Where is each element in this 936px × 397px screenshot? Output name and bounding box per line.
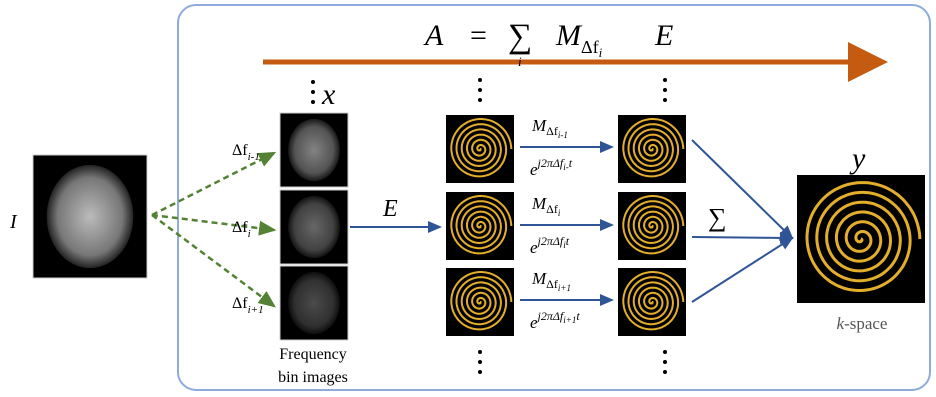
mri-brain — [288, 272, 340, 334]
ellipsis-dot — [478, 88, 482, 92]
sum-arrow — [692, 238, 792, 302]
ellipsis-dot — [478, 360, 482, 364]
text-part: M — [531, 194, 547, 213]
bin-label: Δfi — [232, 219, 251, 240]
ellipsis-dot — [663, 360, 667, 364]
operator-label: MΔfi+1 — [531, 269, 571, 293]
diagram: A = ∑ i MΔfi E I x E ∑ y Frequency bin i… — [0, 0, 936, 397]
text-part: i-1 — [558, 130, 568, 140]
ellipsis-dot — [478, 370, 482, 374]
ellipsis-dot — [663, 78, 667, 82]
sum-arrow — [692, 237, 792, 238]
phase-label: ej2πΔfi+1t — [530, 309, 580, 332]
operator-label: MΔfi — [531, 194, 561, 218]
bin-label: Δfi-1 — [232, 142, 260, 163]
text-part: Δf — [546, 202, 558, 216]
ellipsis-dot — [478, 78, 482, 82]
input-label: I — [9, 211, 18, 233]
encoding-label: E — [382, 196, 398, 222]
sum-arrow — [692, 140, 792, 238]
bins-caption: bin images — [278, 369, 348, 386]
text-part: M — [531, 269, 547, 288]
output-label: y — [849, 142, 866, 175]
formula-rhs: E — [654, 19, 673, 52]
text-part: Δf — [232, 142, 248, 159]
text-part: i+1 — [558, 283, 571, 293]
ellipsis-dot — [478, 98, 482, 102]
ellipsis-dot — [663, 370, 667, 374]
text-part: i+1 — [248, 304, 264, 316]
phase-label: ej2πΔfi-t — [530, 156, 573, 179]
text-part: t — [569, 156, 573, 170]
formula-operator: MΔfi — [555, 19, 603, 60]
formula-eq: = — [470, 19, 487, 52]
sum-label: ∑ — [708, 203, 727, 232]
formula-index: i — [518, 54, 522, 69]
ellipsis-dot — [311, 100, 315, 104]
text-part: j2πΔf — [536, 309, 565, 323]
ellipsis-dot — [663, 350, 667, 354]
ellipsis-dot — [311, 80, 315, 84]
ellipsis-dot — [311, 90, 315, 94]
text-part: Δf — [232, 295, 248, 312]
text-part: i — [248, 228, 251, 240]
ellipsis-dot — [478, 350, 482, 354]
text-part: j2πΔf — [536, 156, 565, 170]
text-part: Δf — [546, 277, 558, 291]
text-part: t — [576, 309, 580, 323]
text-part: j2πΔf — [536, 234, 565, 248]
text-part: Δf — [232, 219, 248, 236]
text-part: t — [566, 234, 570, 248]
text-part: i-1 — [248, 151, 260, 163]
ellipsis-dot — [663, 98, 667, 102]
text-part: i — [558, 208, 561, 218]
mri-brain — [288, 196, 340, 258]
text-part: M — [531, 116, 547, 135]
bins-caption: Frequency — [279, 346, 347, 363]
formula-sum: ∑ — [508, 18, 532, 55]
formula-lhs: A — [423, 19, 444, 52]
bin-label: Δfi+1 — [232, 295, 264, 316]
operator-label: MΔfi-1 — [531, 116, 568, 140]
mri-brain — [47, 165, 134, 268]
ellipsis-dot — [663, 88, 667, 92]
text-part: Δf — [546, 124, 558, 138]
mri-brain — [288, 119, 340, 181]
image-label: x — [321, 78, 336, 111]
kspace-caption: k-space — [837, 314, 888, 333]
text-part: i+1 — [563, 315, 576, 325]
phase-label: ej2πΔfit — [530, 234, 570, 257]
